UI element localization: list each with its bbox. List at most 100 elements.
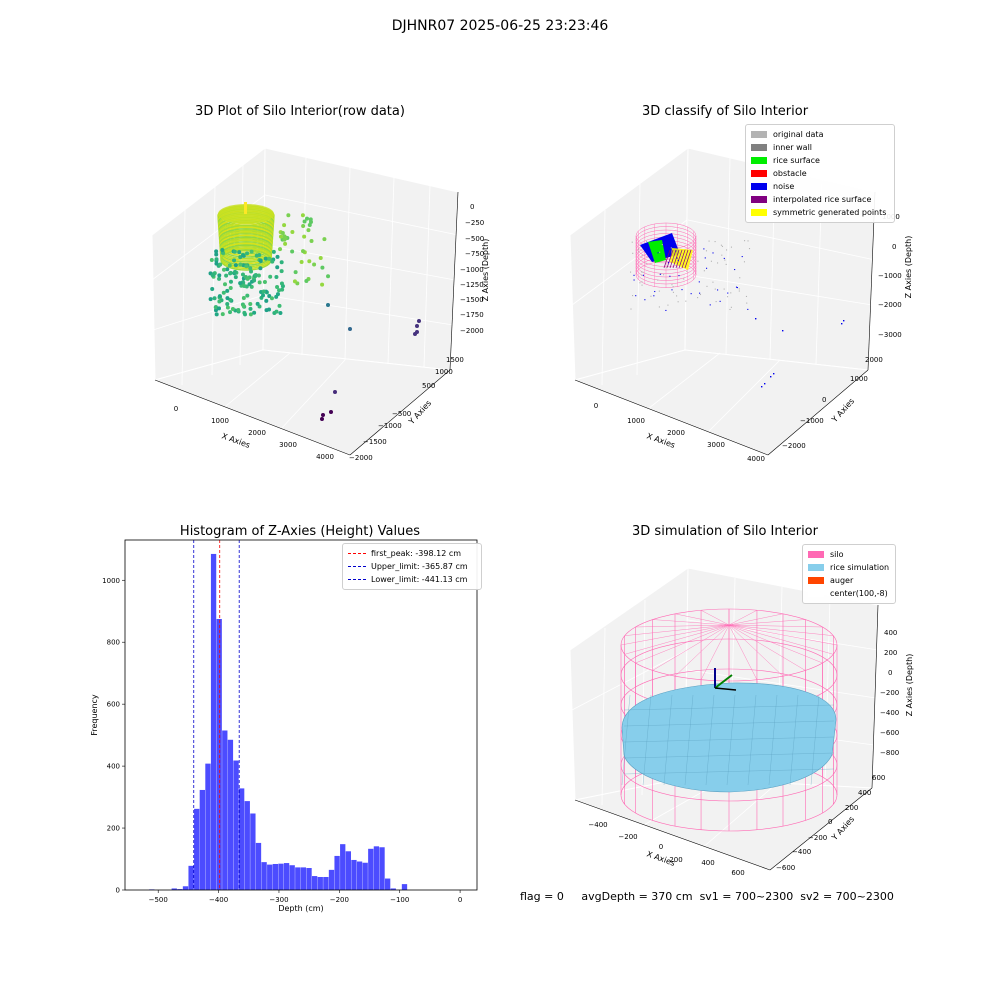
classify-scatter-point bbox=[747, 240, 749, 242]
classify-scatter-point bbox=[747, 308, 749, 310]
legend-item-auger: auger bbox=[808, 574, 890, 587]
classify-scatter-point bbox=[730, 246, 733, 248]
legend-label: symmetric generated points bbox=[773, 208, 887, 217]
silo-wire bbox=[674, 624, 730, 677]
raw-point bbox=[241, 253, 246, 258]
sim-xtick: 200 bbox=[669, 856, 682, 864]
legend-item-rice-surface: rice surface bbox=[751, 154, 889, 167]
histogram-bar bbox=[323, 876, 329, 890]
raw-point bbox=[225, 288, 230, 293]
raw-ytick: 1000 bbox=[435, 368, 453, 376]
legend-item-symmetric: symmetric generated points bbox=[751, 206, 889, 219]
classify-scatter-point bbox=[670, 247, 672, 249]
histogram-bar bbox=[278, 863, 284, 890]
histogram-legend: first_peak: -398.12 cm Upper_limit: -365… bbox=[342, 543, 482, 590]
classify-scatter-point bbox=[697, 297, 699, 299]
classify-scatter-point bbox=[738, 288, 740, 290]
silo-ring bbox=[620, 608, 838, 682]
classify-scatter-point bbox=[645, 262, 647, 264]
classify-noise-point bbox=[782, 330, 784, 332]
raw-point bbox=[258, 266, 263, 271]
histogram-ylabel: Frequency bbox=[90, 694, 99, 736]
legend-label: auger bbox=[830, 576, 854, 585]
raw-point bbox=[348, 327, 352, 331]
sim-ztick: −600 bbox=[880, 729, 899, 737]
sv1-text: sv1 = 700~2300 bbox=[699, 890, 794, 903]
raw-point bbox=[270, 259, 275, 264]
classify-scatter-point bbox=[673, 257, 675, 259]
raw-point bbox=[253, 272, 258, 277]
raw-point bbox=[290, 230, 295, 235]
legend-label: noise bbox=[773, 182, 795, 191]
classify-ztick: 0 bbox=[892, 243, 896, 251]
raw-panel-title: 3D Plot of Silo Interior(row data) bbox=[195, 104, 405, 119]
raw-point bbox=[208, 297, 213, 302]
raw-point bbox=[277, 303, 282, 308]
classify-scatter-point bbox=[734, 268, 736, 271]
silo-wire bbox=[674, 613, 730, 626]
histogram-bar bbox=[177, 889, 183, 890]
classify-scatter-point bbox=[720, 244, 722, 246]
classify-scatter-point bbox=[631, 241, 633, 243]
classify-scatter-point bbox=[699, 293, 702, 296]
raw-point bbox=[258, 258, 263, 263]
raw-point bbox=[245, 293, 250, 298]
raw-point bbox=[312, 262, 317, 267]
classify-noise-point bbox=[770, 376, 772, 378]
classify-xtick: 1000 bbox=[627, 417, 645, 425]
classify-interpolated-line bbox=[684, 249, 692, 269]
classify-scatter-point bbox=[712, 281, 714, 283]
histogram-bar bbox=[390, 888, 396, 890]
raw-point bbox=[301, 223, 306, 228]
raw-point bbox=[278, 234, 283, 239]
classify-noise-point bbox=[761, 386, 763, 388]
raw-point bbox=[268, 274, 273, 279]
classify-zlabel: Z Axies (Depth) bbox=[904, 236, 913, 299]
raw-xtick: 4000 bbox=[316, 453, 334, 461]
histogram-bar bbox=[210, 553, 217, 890]
histogram-bar bbox=[261, 862, 267, 890]
raw-point bbox=[283, 235, 288, 240]
raw-ztick: 0 bbox=[470, 203, 474, 211]
raw-point bbox=[269, 296, 274, 301]
legend-item-interpolated: interpolated rice surface bbox=[751, 193, 889, 206]
classify-scatter-point bbox=[677, 301, 679, 303]
raw-point bbox=[214, 312, 219, 317]
raw-ztick: −1500 bbox=[460, 296, 484, 304]
sim-ytick: −200 bbox=[808, 834, 827, 842]
classify-scatter-point bbox=[715, 301, 717, 303]
raw-ztick: −250 bbox=[465, 219, 484, 227]
classify-scatter-point bbox=[714, 241, 716, 243]
raw-ytick: −1500 bbox=[363, 438, 387, 446]
avg-depth-text: avgDepth = 370 cm bbox=[581, 890, 693, 903]
raw-point bbox=[249, 269, 254, 274]
histogram-bar bbox=[311, 876, 318, 890]
sim-ztick: 400 bbox=[884, 629, 897, 637]
raw-ztick: −1250 bbox=[460, 281, 484, 289]
legend-item-rice-simulation: rice simulation bbox=[808, 561, 890, 574]
raw-point bbox=[254, 253, 259, 258]
classify-scatter-point bbox=[641, 254, 643, 256]
classify-scatter-point bbox=[661, 244, 663, 246]
raw-point bbox=[326, 303, 330, 307]
classify-scatter-point bbox=[705, 250, 708, 252]
classify-scatter-point bbox=[630, 308, 632, 310]
raw-point bbox=[217, 273, 222, 278]
classify-scatter-point bbox=[692, 256, 694, 258]
raw-point bbox=[217, 299, 222, 304]
histogram-bar bbox=[345, 851, 351, 890]
classify-scatter-point bbox=[738, 290, 740, 292]
classify-scatter-point bbox=[743, 240, 746, 242]
raw-ztick: −500 bbox=[465, 235, 484, 243]
classify-scatter-point bbox=[672, 291, 674, 293]
silo-wire bbox=[728, 624, 834, 636]
raw-point bbox=[220, 312, 225, 317]
classify-scatter-point bbox=[647, 251, 649, 253]
raw-point bbox=[264, 308, 269, 313]
raw-point bbox=[280, 230, 285, 235]
sim-zlabel: Z Axies (Depth) bbox=[905, 654, 914, 717]
raw-point bbox=[255, 301, 260, 306]
raw-point bbox=[225, 305, 230, 310]
raw-point bbox=[233, 275, 238, 280]
classify-interpolated-line bbox=[681, 249, 689, 269]
